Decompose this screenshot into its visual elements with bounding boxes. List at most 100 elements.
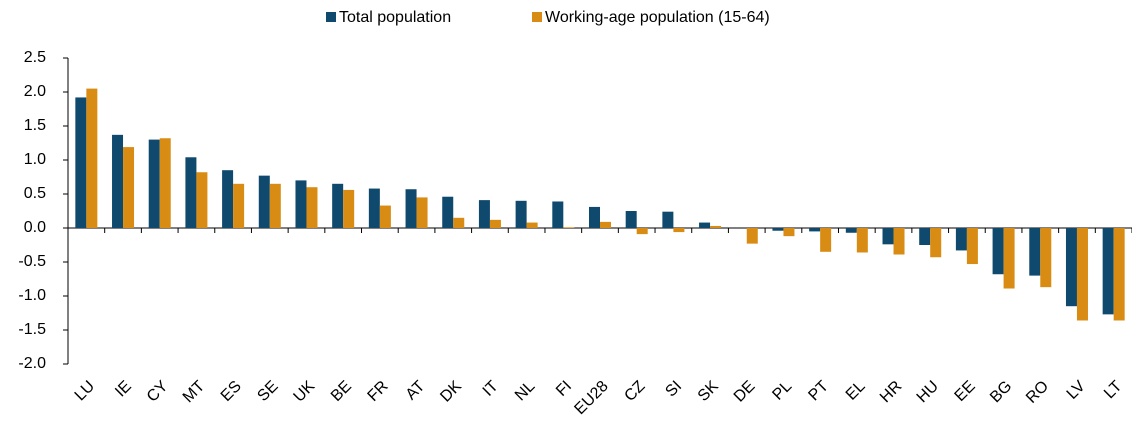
x-tick-label: SE: [254, 378, 281, 405]
bar: [478, 200, 490, 228]
legend-label: Working-age population (15-64): [545, 9, 770, 26]
bar: [1003, 228, 1015, 289]
bar: [552, 201, 564, 228]
x-tick-label: IT: [480, 378, 502, 400]
bar: [159, 138, 171, 228]
bar: [306, 187, 318, 228]
bar: [600, 221, 612, 228]
bar: [112, 134, 124, 228]
bar: [185, 157, 197, 228]
bar: [196, 172, 208, 228]
x-tick-label: PT: [805, 378, 832, 405]
x-tick-label: EL: [843, 378, 869, 404]
bar: [772, 228, 784, 231]
bar: [1102, 228, 1114, 315]
bar: [746, 228, 758, 244]
y-tick-label: -2.0: [18, 355, 46, 372]
bar: [919, 228, 931, 245]
bar: [955, 228, 967, 251]
y-tick-label: 0.0: [24, 219, 46, 236]
legend-swatch: [532, 12, 542, 22]
bar: [526, 222, 538, 228]
bar: [820, 228, 832, 252]
bar: [86, 88, 98, 228]
bar: [699, 222, 711, 228]
bar: [489, 219, 501, 228]
bar: [930, 228, 942, 258]
bar: [368, 188, 380, 228]
x-tick-label: SI: [662, 378, 685, 401]
legend-label: Total population: [339, 9, 451, 26]
y-tick-label: -1.5: [18, 321, 46, 338]
bar: [662, 211, 674, 228]
bar: [563, 227, 575, 228]
x-tick-label: PL: [769, 378, 795, 404]
bar: [75, 97, 87, 228]
x-tick-label: SK: [695, 378, 722, 405]
bar: [453, 217, 465, 228]
bar: [269, 183, 281, 228]
bar: [845, 228, 857, 233]
x-tick-label: IE: [112, 378, 135, 401]
x-tick-label: UK: [291, 378, 319, 406]
y-tick-label: 0.5: [24, 185, 46, 202]
bar: [343, 189, 355, 228]
x-tick-label: LU: [72, 378, 98, 404]
legend-swatch: [326, 12, 336, 22]
bar: [856, 228, 868, 253]
y-tick-label: 2.5: [24, 49, 46, 66]
bar: [233, 183, 245, 228]
x-tick-label: BG: [987, 378, 1015, 406]
x-tick-label: NL: [512, 378, 539, 405]
x-tick-label: DK: [437, 378, 465, 406]
y-tick-label: 1.0: [24, 151, 46, 168]
bar: [992, 228, 1004, 275]
x-tick-label: RO: [1023, 378, 1052, 407]
y-tick-label: 2.0: [24, 83, 46, 100]
bar: [636, 228, 648, 235]
x-tick-label: CZ: [621, 378, 648, 405]
bar: [515, 200, 527, 228]
bar: [625, 211, 637, 228]
bar: [588, 206, 600, 228]
x-tick-label: EE: [952, 378, 979, 405]
bar: [222, 170, 234, 228]
x-tick-label: AT: [403, 378, 429, 404]
x-tick-label: LT: [1101, 378, 1126, 403]
y-tick-label: -0.5: [18, 253, 46, 270]
bar: [1113, 228, 1125, 321]
x-tick-label: DE: [731, 378, 759, 406]
bar: [882, 228, 894, 245]
x-tick-label: BE: [328, 378, 355, 405]
bar: [783, 228, 795, 237]
bar: [332, 183, 344, 228]
x-tick-label: FR: [365, 378, 392, 405]
bar: [893, 228, 905, 255]
bar: [673, 228, 685, 233]
bar: [1065, 228, 1077, 307]
x-tick-label: HU: [914, 378, 942, 406]
x-tick-label: FI: [553, 378, 575, 400]
bar: [1029, 228, 1041, 276]
bar: [710, 225, 722, 228]
bar: [809, 228, 821, 232]
bar: [148, 139, 160, 228]
bar: [1040, 228, 1052, 288]
bar: [405, 189, 417, 228]
y-tick-label: 1.5: [24, 117, 46, 134]
bar: [1076, 228, 1088, 321]
x-tick-label: EU28: [571, 378, 611, 418]
bar: [966, 228, 978, 265]
y-tick-label: -1.0: [18, 287, 46, 304]
bar: [258, 175, 270, 228]
bar: [123, 147, 135, 228]
x-tick-label: HR: [877, 378, 905, 406]
bar: [416, 197, 428, 228]
bar: [295, 180, 307, 228]
x-tick-label: ES: [218, 378, 245, 405]
x-tick-label: MT: [180, 378, 209, 407]
bar: [442, 196, 454, 228]
x-tick-label: CY: [144, 378, 172, 406]
